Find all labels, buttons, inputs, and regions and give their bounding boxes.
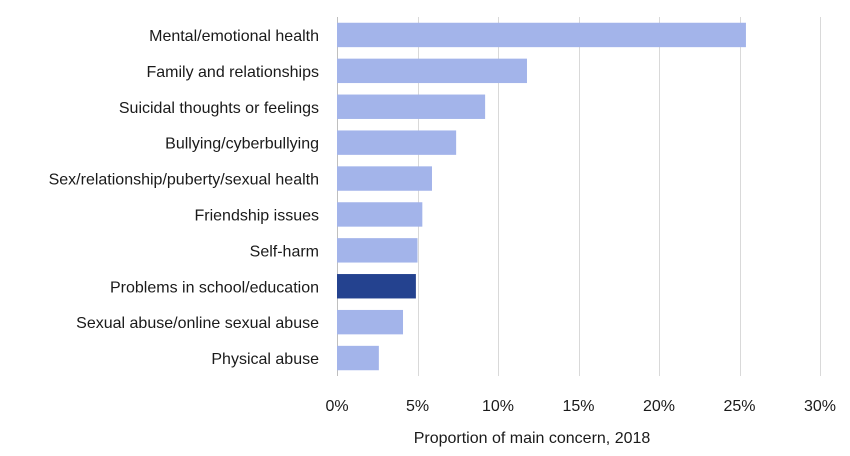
bar [337, 202, 423, 227]
category-label: Problems in school/education [110, 279, 319, 296]
bars [337, 22, 746, 371]
bar [337, 130, 457, 155]
category-label: Self-harm [250, 243, 319, 260]
bar [337, 345, 379, 371]
category-label: Family and relationships [146, 64, 319, 81]
x-tick-label: 5% [406, 398, 429, 415]
category-label: Friendship issues [195, 207, 320, 224]
bar [337, 309, 404, 335]
x-tick-labels: 0% 5% 10% 15% 20% 25% 30% [325, 398, 836, 415]
bar [337, 94, 486, 119]
x-axis-title: Proportion of main concern, 2018 [414, 430, 651, 447]
category-labels: Mental/emotional health Family and relat… [49, 28, 319, 368]
x-tick-label: 20% [643, 398, 675, 415]
bar [337, 58, 527, 84]
bar [337, 274, 416, 299]
bar [337, 238, 418, 263]
category-label: Suicidal thoughts or feelings [119, 100, 319, 117]
category-label: Physical abuse [211, 351, 319, 368]
x-tick-label: 0% [325, 398, 348, 415]
bar [337, 22, 746, 48]
category-label: Sexual abuse/online sexual abuse [76, 315, 319, 332]
category-label: Sex/relationship/puberty/sexual health [49, 172, 319, 189]
category-label: Mental/emotional health [149, 28, 319, 45]
bar [337, 166, 432, 191]
x-tick-label: 30% [804, 398, 836, 415]
category-label: Bullying/cyberbullying [165, 136, 319, 153]
x-tick-label: 25% [723, 398, 755, 415]
x-tick-label: 10% [482, 398, 514, 415]
x-tick-label: 15% [562, 398, 594, 415]
